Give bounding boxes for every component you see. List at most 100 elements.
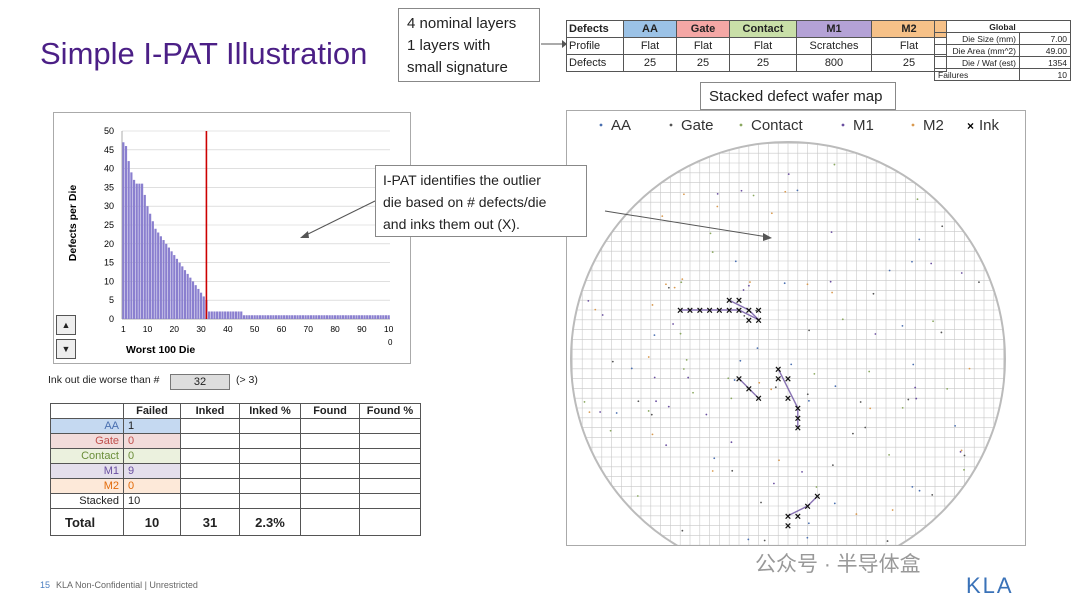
scroll-up-button[interactable]: ▲: [56, 315, 76, 335]
defect-point: [672, 323, 674, 325]
y-tick-label: 15: [104, 258, 114, 268]
defect-point: [864, 426, 867, 429]
scroll-down-button[interactable]: ▼: [56, 339, 76, 359]
defect-point: [637, 400, 640, 403]
histogram-bar: [261, 315, 264, 319]
x-tick-label: 1: [121, 324, 126, 334]
legend-item: M1: [841, 117, 874, 134]
defect-point: [661, 215, 664, 217]
histogram-bar: [183, 270, 187, 319]
ink-mark: ×: [795, 511, 801, 523]
histogram-bar: [291, 315, 294, 319]
defect-point: [874, 333, 877, 335]
defect-point: [807, 522, 810, 525]
ink-threshold-input[interactable]: 32: [170, 374, 230, 390]
callout-line: I-PAT identifies the outlier: [383, 172, 541, 188]
defect-point: [752, 194, 755, 197]
wafer-map-chart: AA Gate Contact M1 M2 × Ink × × × × × × × × × × × × × × × × × ×…: [566, 110, 1026, 577]
ink-threshold-condition: (> 3): [236, 374, 258, 386]
defect-point: [932, 320, 934, 323]
defect-point: [774, 386, 777, 389]
defect-point: [647, 410, 650, 412]
defect-point: [655, 400, 657, 403]
defect-point: [783, 282, 786, 285]
defect-point: [868, 370, 871, 373]
defect-point: [601, 314, 604, 316]
defect-point: [682, 368, 685, 370]
results-row: M1 9: [50, 463, 421, 479]
histogram-bar: [347, 315, 350, 319]
defect-point: [651, 304, 654, 306]
defect-point: [806, 393, 809, 396]
y-tick-label: 5: [109, 295, 114, 305]
ink-mark: ×: [785, 393, 791, 405]
defect-point: [831, 464, 834, 467]
defect-point: [773, 482, 775, 485]
defect-header-cell: Defects: [566, 20, 624, 38]
defect-point: [808, 399, 810, 402]
wafer-legend: AA Gate Contact M1 M2 × Ink: [599, 117, 1000, 134]
defect-point: [787, 173, 790, 176]
histogram-bar: [285, 315, 288, 319]
histogram-bar: [280, 315, 283, 319]
histogram-bar: [331, 315, 334, 319]
defect-point: [742, 289, 745, 291]
histogram-bar: [248, 315, 251, 319]
defect-point: [859, 401, 862, 403]
total-inked: 31: [180, 508, 240, 536]
histogram-bar: [208, 311, 211, 319]
defect-point: [829, 280, 832, 283]
defect-point: [739, 359, 742, 362]
defect-point: [869, 407, 872, 410]
global-label: Die / Waf (est): [934, 56, 1020, 69]
global-label: Die Area (mm^2): [934, 44, 1020, 57]
defect-point: [918, 489, 921, 492]
defect-point: [801, 470, 803, 473]
histogram-bar: [342, 315, 345, 319]
defect-point: [852, 432, 854, 435]
defect-point: [959, 450, 962, 453]
results-header-cell: Inked %: [239, 403, 301, 419]
histogram-bar: [221, 311, 224, 319]
legend-item: Gate: [669, 117, 714, 134]
histogram-bar: [320, 315, 323, 319]
histogram-bar: [387, 315, 390, 319]
histogram-bar: [159, 236, 162, 319]
histogram-bar: [245, 315, 248, 319]
defect-point: [731, 469, 734, 472]
defect-row-label: Profile: [566, 37, 624, 55]
defect-point: [685, 359, 688, 361]
x-tick-label: 40: [223, 324, 233, 334]
histogram-bar: [264, 315, 267, 319]
histogram-bar: [218, 311, 221, 319]
note-arrow: [541, 40, 567, 48]
scratch-path: [787, 495, 818, 517]
defect-point: [636, 495, 639, 497]
histogram-bar: [210, 311, 213, 319]
defect-point: [833, 502, 836, 505]
y-tick-label: 35: [104, 182, 114, 192]
defect-point: [940, 331, 943, 334]
defect-point: [755, 309, 758, 312]
ink-mark: ×: [795, 403, 801, 415]
defect-point: [647, 356, 650, 358]
defect-point: [665, 283, 667, 286]
defect-cell: 25: [729, 54, 797, 72]
x-tick-extra: 0: [388, 338, 393, 347]
defect-point: [901, 324, 904, 327]
results-header-cell: Failed: [123, 403, 181, 419]
histogram-bar: [229, 311, 232, 319]
histogram-bar: [266, 315, 270, 319]
defect-point: [888, 269, 891, 272]
histogram-chart: 0 5 10 15 20 25 30 35 40 45 50 1 10 20 30 40 50 60 70 80 90…: [53, 112, 411, 364]
results-row: Stacked 10: [50, 493, 421, 509]
results-failed: 9: [123, 463, 181, 479]
defect-point: [665, 444, 668, 447]
x-tick-label: 80: [330, 324, 340, 334]
defect-point: [653, 376, 656, 379]
y-tick-label: 0: [109, 314, 114, 324]
defect-point: [730, 397, 733, 400]
defect-point: [749, 281, 751, 283]
histogram-bar: [234, 311, 237, 319]
defect-table-row: Profile Flat Flat Flat Scratches Flat: [566, 37, 947, 55]
